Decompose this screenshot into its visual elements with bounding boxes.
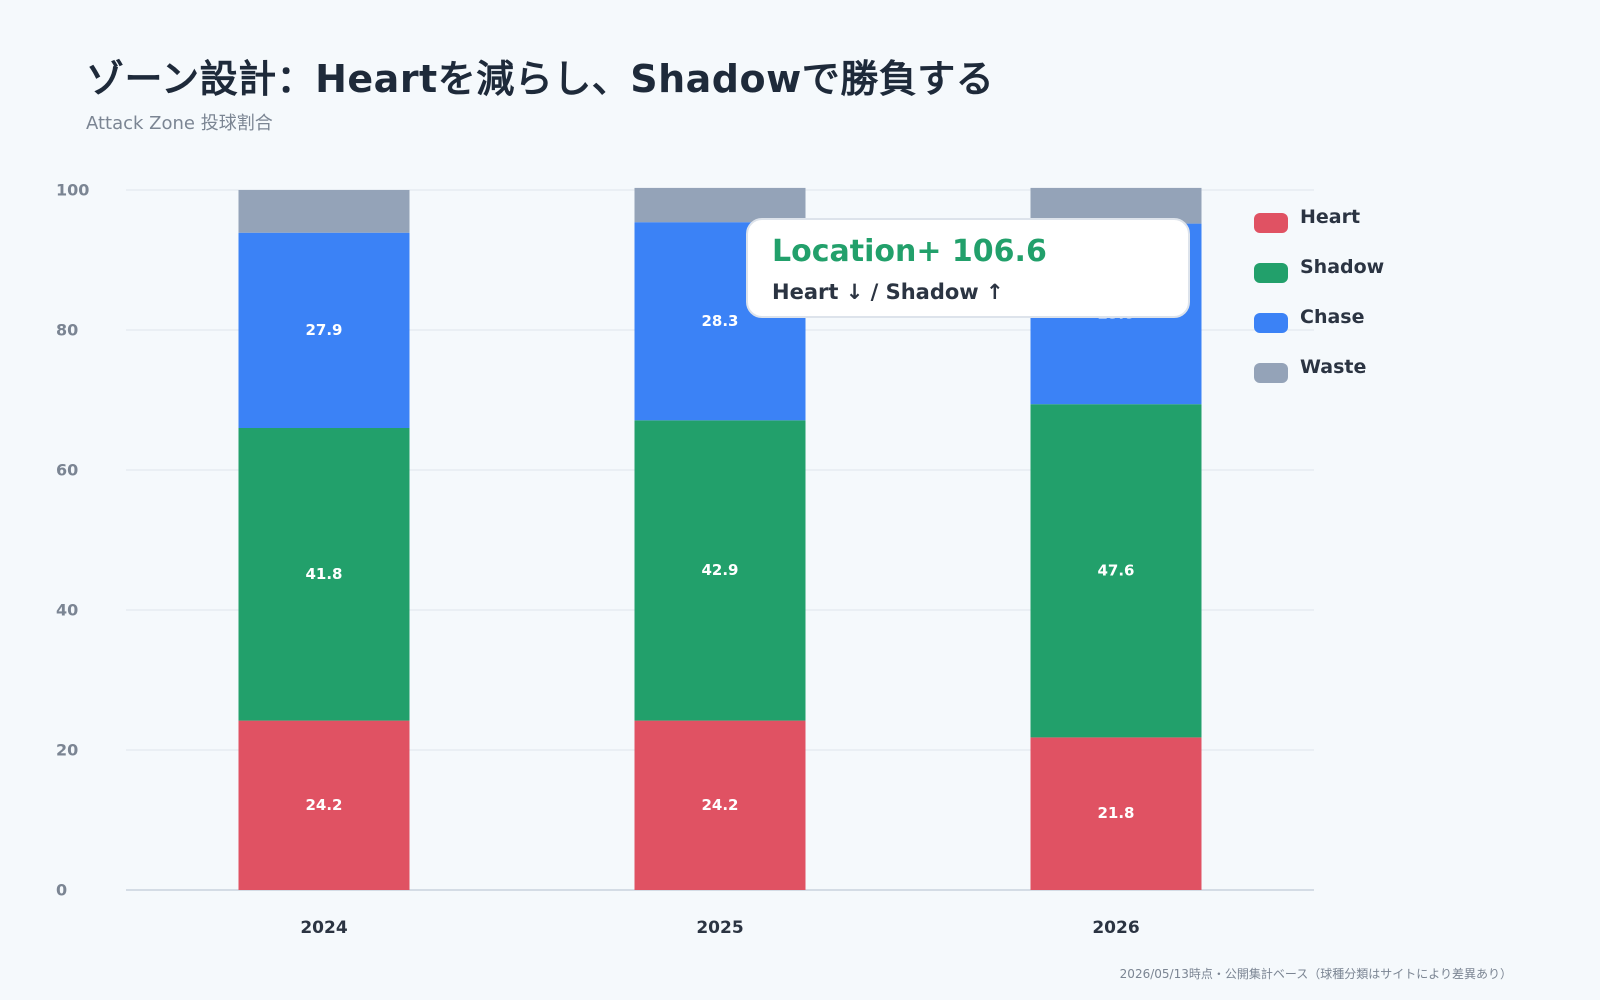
legend-swatch-heart [1254,213,1288,233]
data-label: 21.8 [1097,804,1134,822]
legend-item-shadow: Shadow [1254,256,1384,306]
legend-item-chase: Chase [1254,306,1384,356]
bar-segment-shadow [634,420,806,721]
legend-label-heart: Heart [1300,206,1361,228]
data-label: 24.2 [701,796,738,814]
bar-segment-chase [238,232,410,428]
data-label: 24.2 [305,796,342,814]
callout-headline: Location+ 106.6 [772,234,1047,269]
bar-segment-shadow [1030,404,1202,738]
chart-legend: Heart Shadow Chase Waste [1254,206,1384,406]
y-tick-label: 60 [56,461,78,480]
y-tick-label: 0 [56,881,67,900]
legend-label-chase: Chase [1300,306,1365,328]
legend-item-heart: Heart [1254,206,1384,256]
legend-swatch-shadow [1254,263,1288,283]
data-label: 27.9 [305,321,342,339]
legend-swatch-waste [1254,363,1288,383]
y-tick-label: 20 [56,741,78,760]
bar-segment-heart [1030,737,1202,890]
legend-item-waste: Waste [1254,356,1384,406]
callout-subline: Heart ↓ / Shadow ↑ [772,280,1004,304]
x-tick-label: 2026 [1092,918,1139,938]
data-label: 47.6 [1097,561,1134,579]
bar-segment-shadow [238,428,410,721]
footnote: 2026/05/13時点・公開集計ベース（球種分類はサイトにより差異あり） [1119,967,1512,981]
data-label: 28.3 [701,312,738,330]
y-tick-label: 40 [56,601,78,620]
y-tick-label: 100 [56,181,89,200]
y-tick-label: 80 [56,321,78,340]
x-tick-label: 2024 [300,918,347,938]
bar-segment-waste [238,190,410,233]
x-tick-label: 2025 [696,918,743,938]
bar-segment-heart [238,720,410,890]
legend-label-waste: Waste [1300,356,1367,378]
bar-segment-heart [634,720,806,890]
location-plus-callout: Location+ 106.6 Heart ↓ / Shadow ↑ [746,218,1190,318]
data-label: 42.9 [701,561,738,579]
legend-label-shadow: Shadow [1300,256,1385,278]
data-label: 41.8 [305,565,342,583]
chart-title: ゾーン設計：Heartを減らし、Shadowで勝負する [86,57,995,101]
bar-segment-waste [1030,187,1202,224]
legend-swatch-chase [1254,313,1288,333]
bar-segment-waste [634,187,806,223]
chart-subtitle: Attack Zone 投球割合 [86,113,273,134]
